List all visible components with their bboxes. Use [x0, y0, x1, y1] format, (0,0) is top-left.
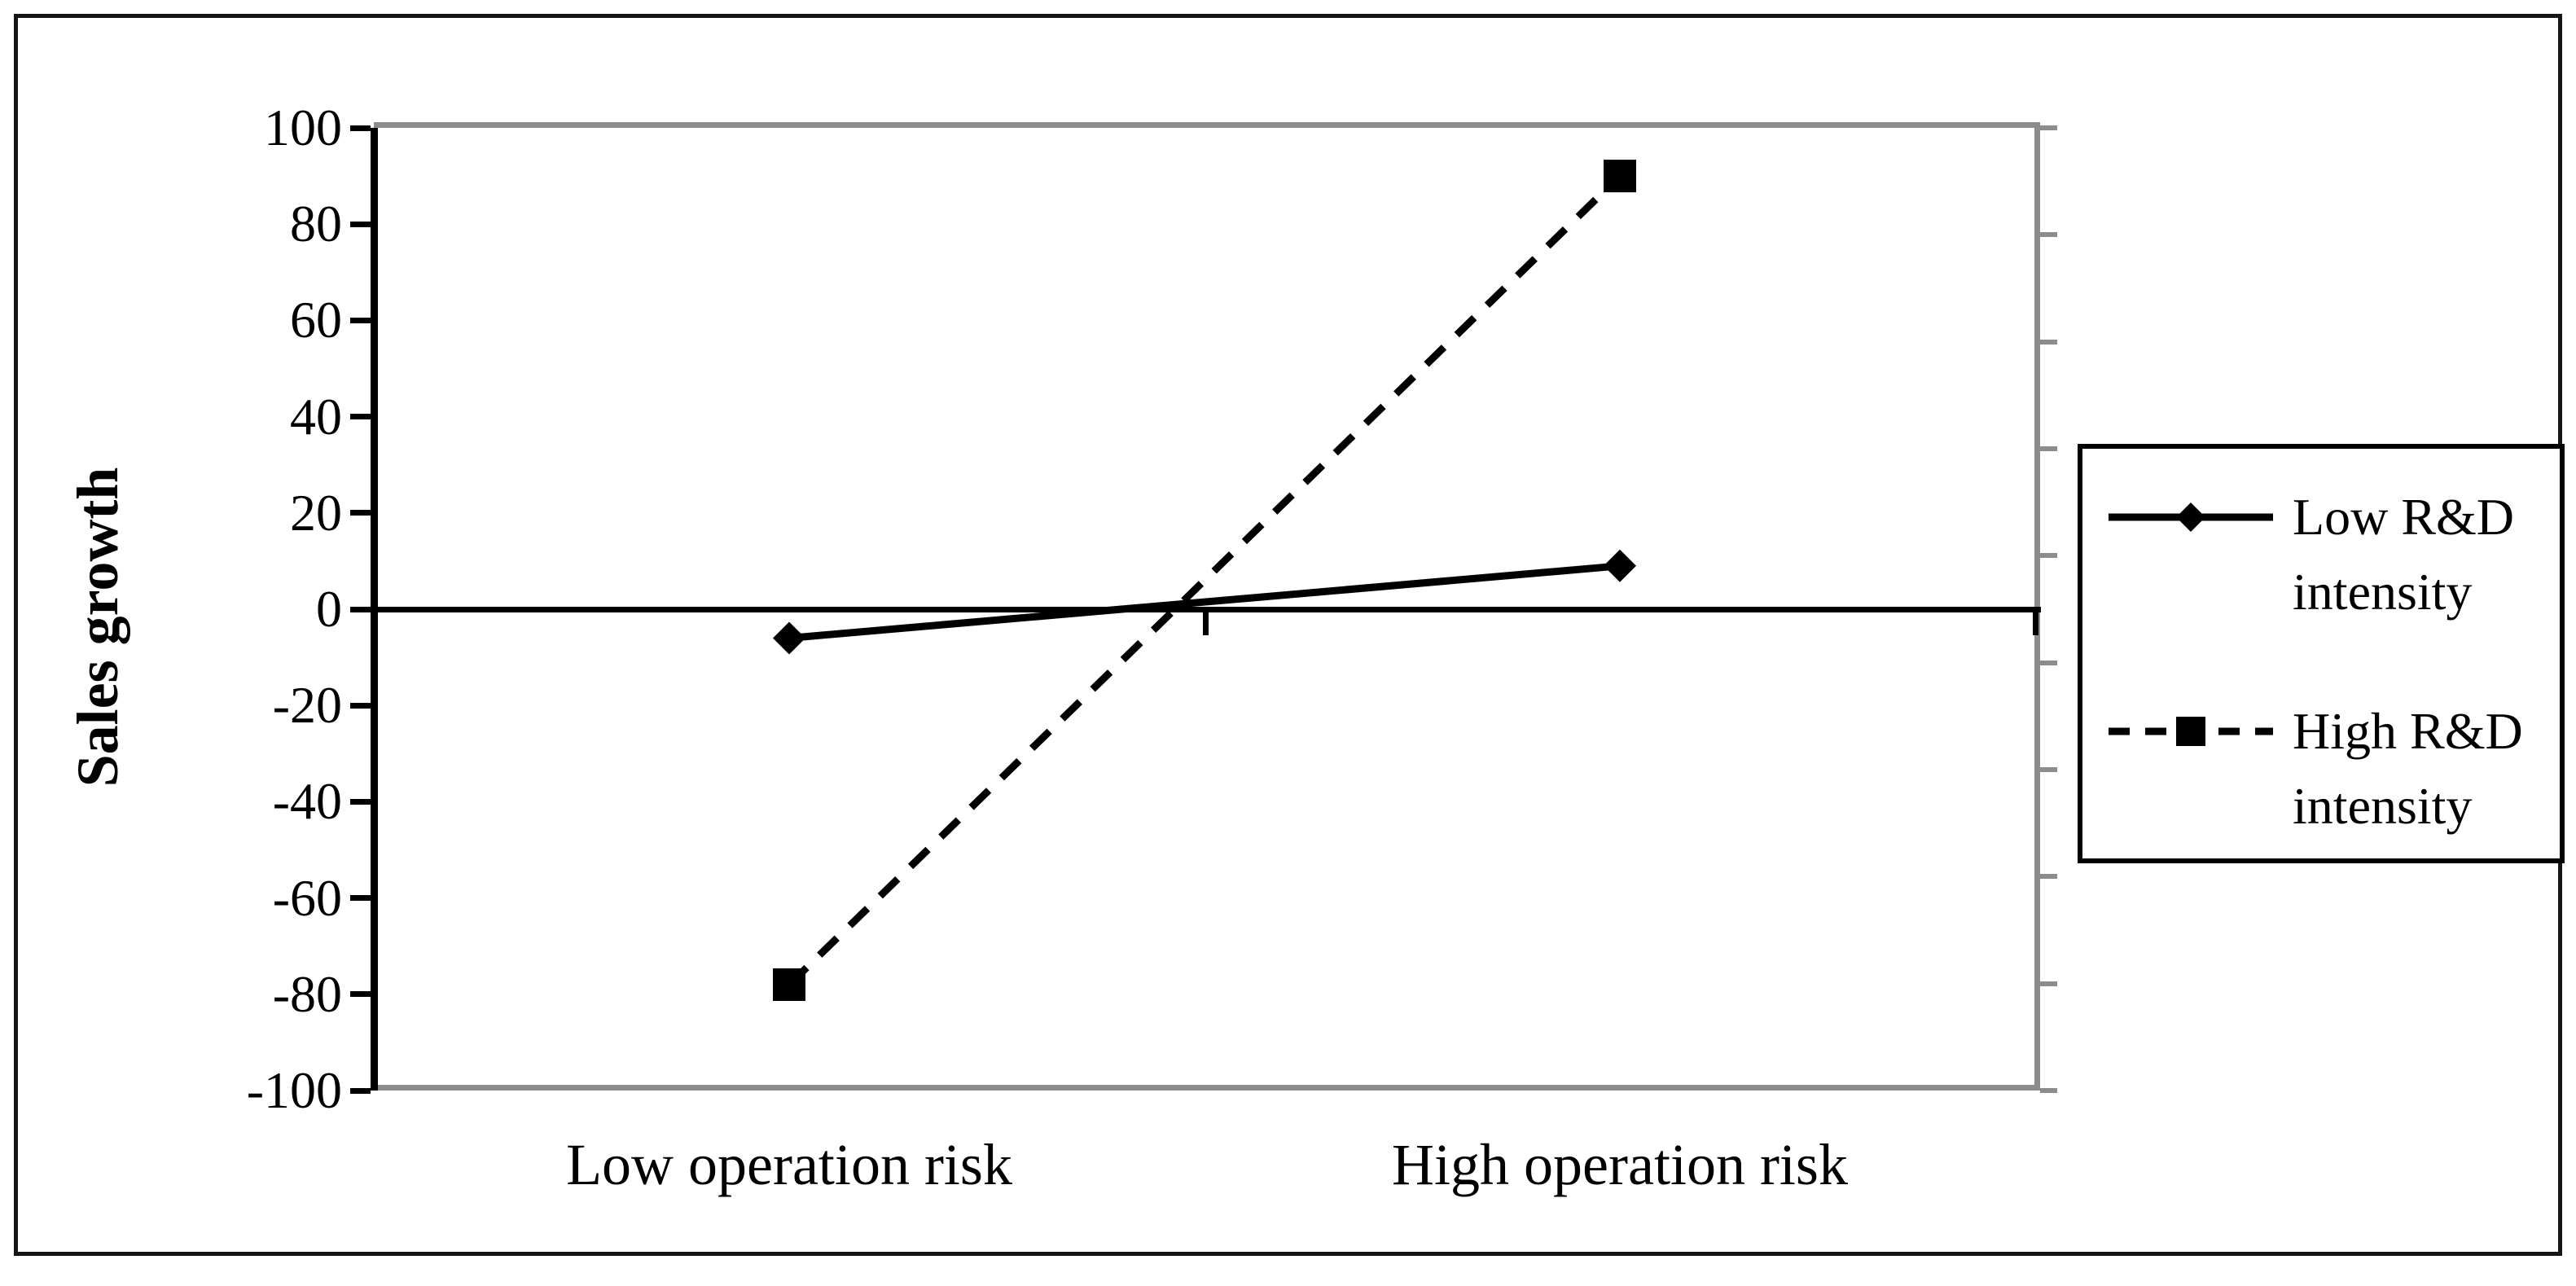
- series-line-low-rd: [788, 562, 1621, 642]
- y-axis-tick: [350, 798, 371, 805]
- y-tick-label: -20: [272, 676, 342, 735]
- y-axis-tick: [350, 317, 371, 323]
- right-border-tick: [2040, 125, 2057, 130]
- x-category-label-high-risk: High operation risk: [1392, 1132, 1848, 1197]
- dashed-line-square-marker-icon: [2109, 717, 2273, 746]
- y-axis-tick: [350, 991, 371, 998]
- solid-line-diamond-marker-icon: [2109, 503, 2273, 532]
- series-layer: [773, 160, 1636, 1001]
- category-axis-tick: [1203, 612, 1209, 635]
- y-axis-tick: [350, 895, 371, 902]
- y-axis-tick: [350, 510, 371, 516]
- legend: Low R&D intensity High R&D intensity: [2078, 444, 2565, 863]
- y-tick-label: -100: [246, 1061, 342, 1119]
- right-border-tick: [2040, 339, 2057, 345]
- diamond-marker-icon: [773, 621, 805, 655]
- y-tick-label: -80: [272, 964, 342, 1023]
- legend-label: Low R&D intensity: [2293, 488, 2514, 621]
- y-tick-label: 80: [290, 195, 342, 253]
- right-border-tick: [2040, 232, 2057, 238]
- y-axis-tick: [350, 606, 371, 612]
- y-tick-label: 100: [264, 99, 342, 156]
- category-axis-tick: [2033, 612, 2038, 635]
- square-marker-icon: [1604, 160, 1636, 193]
- right-border-tick: [2040, 767, 2057, 772]
- right-border-tick: [2040, 553, 2057, 559]
- right-border-tick: [2040, 446, 2057, 451]
- square-marker-icon: [2176, 717, 2205, 746]
- legend-item-low-rd: Low R&D intensity: [2105, 480, 2560, 630]
- zero-baseline: [374, 607, 2041, 612]
- y-axis-tick: [350, 125, 371, 131]
- y-tick-label: 40: [290, 387, 342, 445]
- diamond-marker-icon: [1604, 549, 1636, 582]
- plot-area: [374, 122, 2040, 1091]
- y-axis-tick: [350, 1087, 371, 1094]
- y-tick-label: -40: [272, 772, 342, 831]
- diamond-marker-icon: [2176, 503, 2205, 532]
- y-axis-tick: [350, 221, 371, 227]
- legend-item-high-rd: High R&D intensity: [2105, 694, 2560, 844]
- x-category-label-low-risk: Low operation risk: [566, 1132, 1012, 1197]
- right-border-tick: [2040, 660, 2057, 665]
- right-border-tick: [2040, 1088, 2057, 1093]
- y-tick-label: 0: [316, 580, 342, 638]
- figure-frame: 100 80 60 40 20 0 -20 -40 -60 -80 -100 Sales growt…: [14, 14, 2565, 1256]
- chart-canvas: [773, 160, 1636, 1001]
- y-axis-tick: [350, 702, 371, 709]
- y-tick-label: -60: [272, 868, 342, 927]
- right-border-tick: [2040, 981, 2057, 986]
- square-marker-icon: [773, 968, 805, 1001]
- right-border-tick: [2040, 874, 2057, 880]
- legend-label: High R&D intensity: [2293, 702, 2523, 835]
- y-axis-tick: [350, 414, 371, 420]
- y-tick-label: 20: [290, 483, 342, 542]
- series-line-high-rd: [786, 173, 1623, 988]
- y-tick-label: 60: [290, 291, 342, 349]
